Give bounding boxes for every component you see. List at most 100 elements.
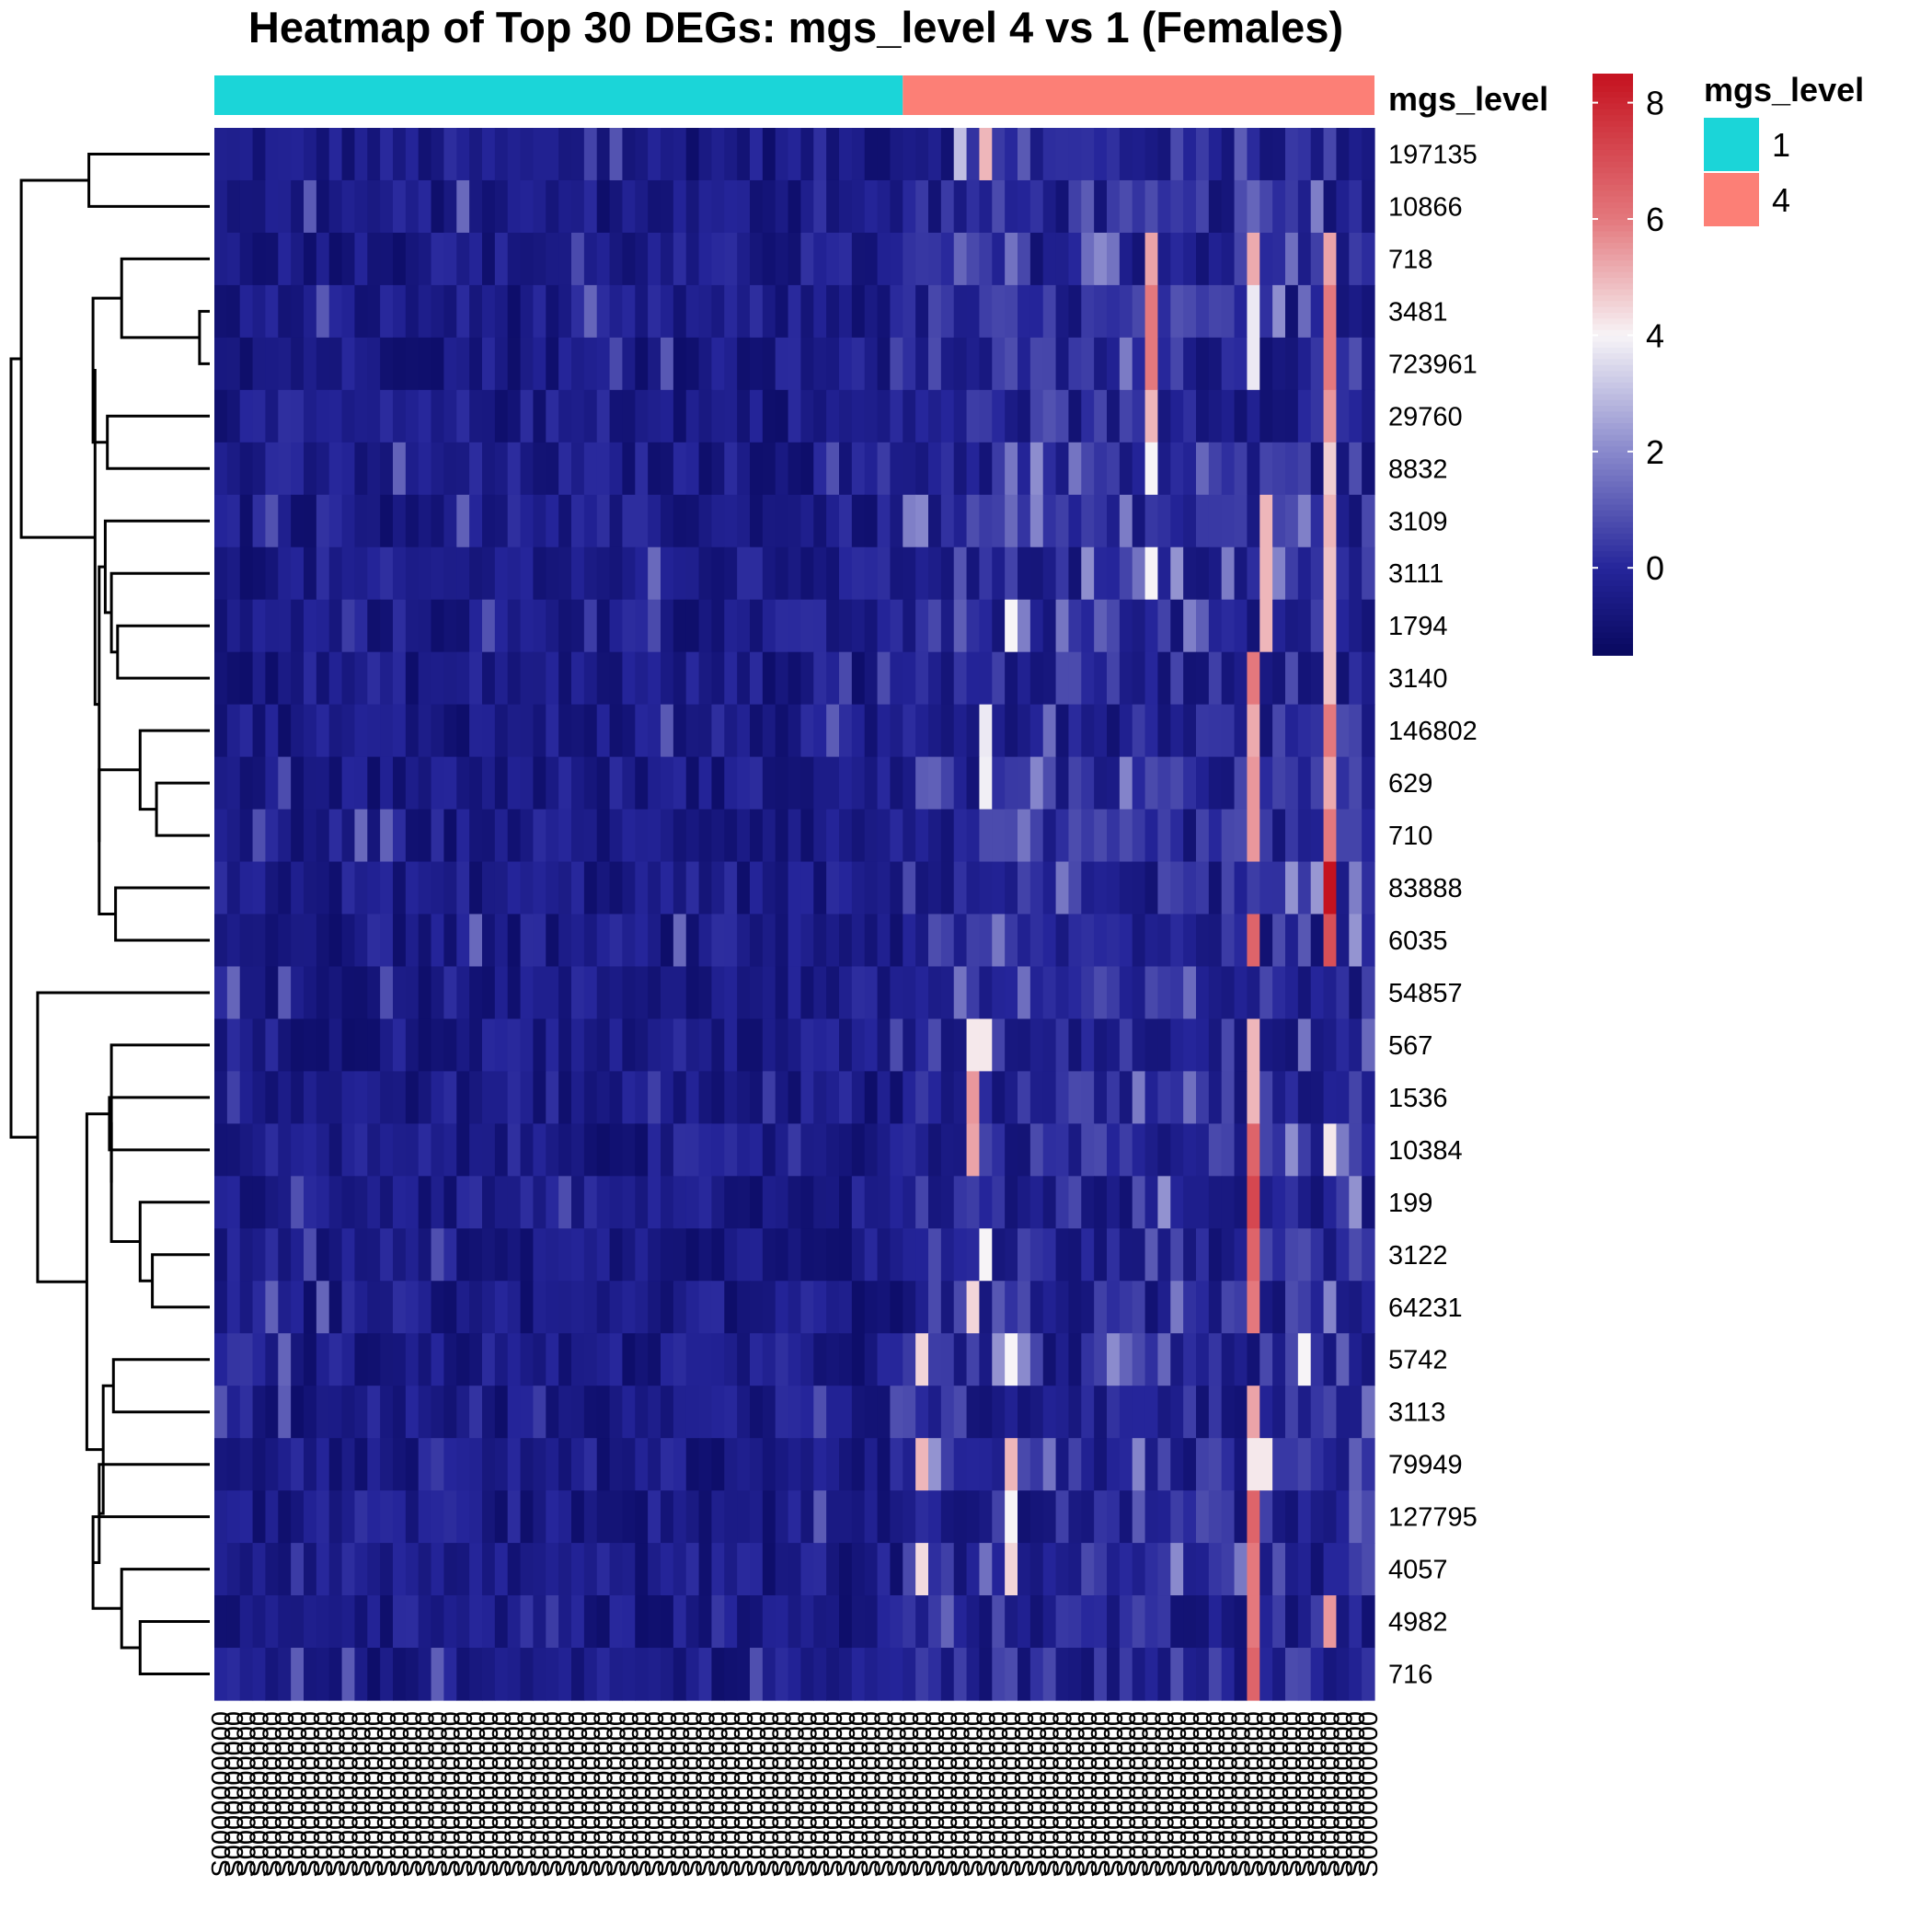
heatmap-cell	[928, 1228, 942, 1282]
heatmap-cell	[992, 1490, 1006, 1544]
heatmap-cell	[431, 861, 445, 915]
heatmap-cell	[1157, 1648, 1171, 1701]
heatmap-cell	[291, 179, 305, 234]
heatmap-cell	[724, 1490, 738, 1544]
heatmap-cell	[928, 1281, 942, 1334]
heatmap-cell	[341, 966, 356, 1020]
heatmap-cell	[1029, 1333, 1044, 1386]
heatmap-cell	[1234, 704, 1248, 758]
heatmap-cell	[1029, 1018, 1044, 1072]
heatmap-cell	[226, 599, 241, 653]
heatmap-cell	[1068, 1333, 1082, 1386]
heatmap-cell	[1107, 1176, 1121, 1229]
heatmap-cell	[953, 599, 968, 653]
heatmap-cell	[839, 1176, 853, 1229]
heatmap-cell	[915, 1071, 929, 1124]
heatmap-cell	[1362, 1490, 1375, 1544]
heatmap-cell	[685, 861, 700, 915]
heatmap-cell	[1094, 442, 1108, 496]
heatmap-cell	[1081, 1281, 1095, 1334]
heatmap-cell	[750, 1018, 764, 1072]
heatmap-cell	[1005, 1228, 1018, 1282]
heatmap-cell	[915, 809, 929, 863]
heatmap-cell	[1362, 337, 1375, 391]
heatmap-cell	[839, 442, 853, 496]
heatmap-cell	[890, 651, 903, 706]
heatmap-cell	[1029, 966, 1044, 1020]
heatmap-cell	[1094, 1071, 1108, 1124]
heatmap-cell	[1221, 1176, 1236, 1229]
heatmap-cell	[1208, 1071, 1223, 1124]
colorbar-segment	[1593, 230, 1633, 237]
legend-label-4: 4	[1772, 181, 1790, 219]
heatmap-cell	[1208, 1386, 1223, 1439]
heatmap-cell	[1285, 1595, 1299, 1649]
heatmap-cell	[1170, 1228, 1184, 1282]
heatmap-cell	[762, 1071, 776, 1124]
heatmap-cell	[1272, 809, 1286, 863]
heatmap-cell	[304, 599, 317, 653]
heatmap-cell	[622, 1595, 636, 1649]
colorbar-segment	[1593, 638, 1633, 645]
heatmap-cell	[1285, 1333, 1299, 1386]
heatmap-cell	[673, 756, 687, 811]
heatmap-cell	[609, 756, 624, 811]
heatmap-cell	[903, 914, 916, 968]
heatmap-cell	[1196, 861, 1210, 915]
annotation-bar-label: mgs_level	[1388, 80, 1548, 118]
heatmap-cell	[864, 599, 879, 653]
heatmap-cell	[393, 284, 407, 339]
heatmap-cell	[661, 179, 674, 234]
heatmap-cell	[1157, 389, 1171, 443]
heatmap-cell	[367, 128, 381, 181]
heatmap-cell	[903, 704, 916, 758]
heatmap-cell	[1068, 128, 1082, 181]
heatmap-cell	[1285, 1386, 1299, 1439]
heatmap-cell	[737, 599, 751, 653]
heatmap-cell	[953, 128, 968, 181]
heatmap-cell	[1132, 651, 1146, 706]
heatmap-cell	[928, 1176, 942, 1229]
heatmap-cell	[1170, 337, 1184, 391]
heatmap-cell	[507, 128, 522, 181]
colorbar-segment	[1593, 219, 1633, 226]
heatmap-cell	[711, 1071, 725, 1124]
heatmap-cell	[877, 1386, 891, 1439]
heatmap-cell	[1323, 284, 1338, 339]
heatmap-cell	[877, 1595, 891, 1649]
heatmap-cell	[724, 1281, 738, 1334]
heatmap-cell	[1323, 1123, 1338, 1177]
heatmap-cell	[265, 1281, 279, 1334]
heatmap-cell	[800, 704, 814, 758]
heatmap-cell	[966, 1018, 981, 1072]
heatmap-cell	[354, 284, 368, 339]
heatmap-cell	[1310, 179, 1325, 234]
colorbar-segment	[1593, 79, 1633, 86]
colorbar-segment	[1593, 620, 1633, 627]
heatmap-cell	[1362, 914, 1375, 968]
heatmap-cell	[1208, 1123, 1223, 1177]
column-label: S0000000000	[360, 1711, 389, 1878]
heatmap-cell	[800, 756, 814, 811]
heatmap-cell	[239, 966, 254, 1020]
heatmap-cell	[1094, 1228, 1108, 1282]
heatmap-cell	[316, 442, 330, 496]
heatmap-cell	[1259, 914, 1273, 968]
colorbar-segment	[1593, 503, 1633, 511]
heatmap-cell	[1081, 1438, 1095, 1491]
heatmap-cell	[1170, 756, 1184, 811]
heatmap-cell	[826, 704, 840, 758]
heatmap-cell	[239, 179, 254, 234]
heatmap-cell	[648, 546, 661, 601]
heatmap-cell	[750, 1490, 764, 1544]
heatmap-cell	[1170, 1176, 1184, 1229]
heatmap-cell	[800, 1438, 814, 1491]
heatmap-cell	[1349, 128, 1363, 181]
heatmap-cell	[469, 546, 483, 601]
heatmap-cell	[367, 1490, 381, 1544]
row-label: 54857	[1388, 979, 1463, 1008]
heatmap-cell	[405, 1543, 420, 1596]
heatmap-cell	[750, 861, 764, 915]
heatmap-cell	[1107, 546, 1121, 601]
heatmap-cell	[482, 651, 496, 706]
